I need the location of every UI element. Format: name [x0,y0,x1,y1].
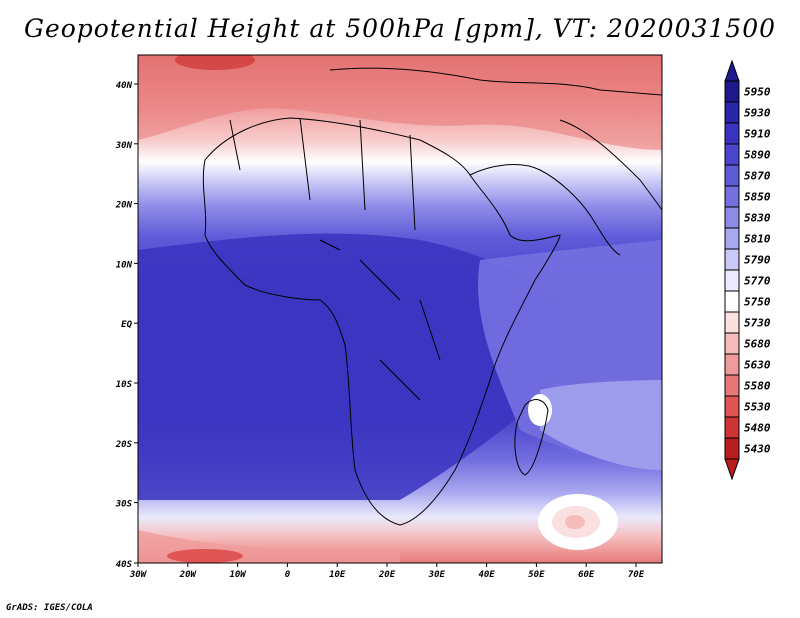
colorbar-bottom-triangle [724,458,740,481]
colorbar-label: 5910 [744,128,771,141]
height-field [138,55,662,563]
colorbar-swatch [724,101,740,124]
colorbar-swatch [724,416,740,439]
lon-label-20e: 20E [378,570,396,580]
colorbar-label: 5950 [744,86,771,99]
lon-label-10e: 10E [329,570,346,580]
colorbar-label: 5930 [744,107,771,120]
colorbar-swatch [724,437,740,460]
chart-title: Geopotential Height at 500hPa [gpm], VT:… [23,14,777,43]
colorbar-swatch [724,311,740,334]
lon-label-70e: 70E [628,570,645,580]
colorbar-swatch [724,374,740,397]
lat-label-30n: 30N [115,141,133,151]
colorbar-label: 5770 [744,275,771,288]
lon-label-0: 0 [285,570,291,580]
colorbar-top-triangle [724,59,740,82]
colorbar-label: 5630 [744,359,771,372]
colorbar-swatch [724,248,740,271]
colorbar-label: 5430 [744,443,771,456]
colorbar-swatch [724,185,740,208]
colorbar-label: 5480 [744,422,771,435]
colorbar-swatch [724,269,740,292]
colorbar-label: 5730 [744,317,771,330]
colorbar-swatch [724,395,740,418]
colorbar-swatch [724,122,740,145]
colorbar-swatch [724,80,740,103]
lat-label-10s: 10S [116,380,133,390]
colorbar-label: 5750 [744,296,771,309]
colorbar: 5950 5930 5910 5890 5870 5850 5830 5810 5790 5770… [724,59,771,481]
colorbar-swatch [724,164,740,187]
lat-label-20s: 20S [115,440,133,450]
colorbar-label: 5870 [744,170,771,183]
colorbar-label: 5790 [744,254,771,267]
lon-label-60e: 60E [578,570,595,580]
colorbar-label: 5890 [744,149,771,162]
plot-frame [137,54,663,564]
colorbar-label: 5810 [744,233,771,246]
lon-label-30e: 30E [428,570,446,580]
lat-label-10n: 10N [116,260,133,270]
colorbar-label: 5830 [744,212,771,225]
lat-label-40n: 40N [116,81,133,91]
colorbar-label: 5580 [744,380,771,393]
lon-label-40e: 40E [478,570,495,580]
colorbar-swatch [724,206,740,229]
lon-label-20w: 20W [179,570,198,580]
lat-label-30s: 30S [115,500,133,510]
lon-label-30w: 30W [129,570,148,580]
colorbar-swatch [724,143,740,166]
lat-label-40s: 40S [116,560,133,570]
colorbar-label: 5530 [744,401,771,414]
lat-label-eq: EQ [121,320,132,330]
longitude-labels: 30W 20W 10W 0 10E 20E 30E 40E 50E 60E 70E [129,563,645,580]
lon-label-50e: 50E [528,570,545,580]
colorbar-label: 5680 [744,338,771,351]
lon-label-10w: 10W [229,570,247,580]
colorbar-swatch [724,227,740,250]
lat-label-20n: 20N [115,201,133,211]
colorbar-label: 5850 [744,191,771,204]
latitude-labels: 40N 30N 20N 10N EQ 10S 20S 30S 40S [115,81,138,570]
colorbar-swatch [724,332,740,355]
colorbar-swatch [724,353,740,376]
colorbar-swatch [724,290,740,313]
footer-credit: GrADS: IGES/COLA [6,603,93,613]
